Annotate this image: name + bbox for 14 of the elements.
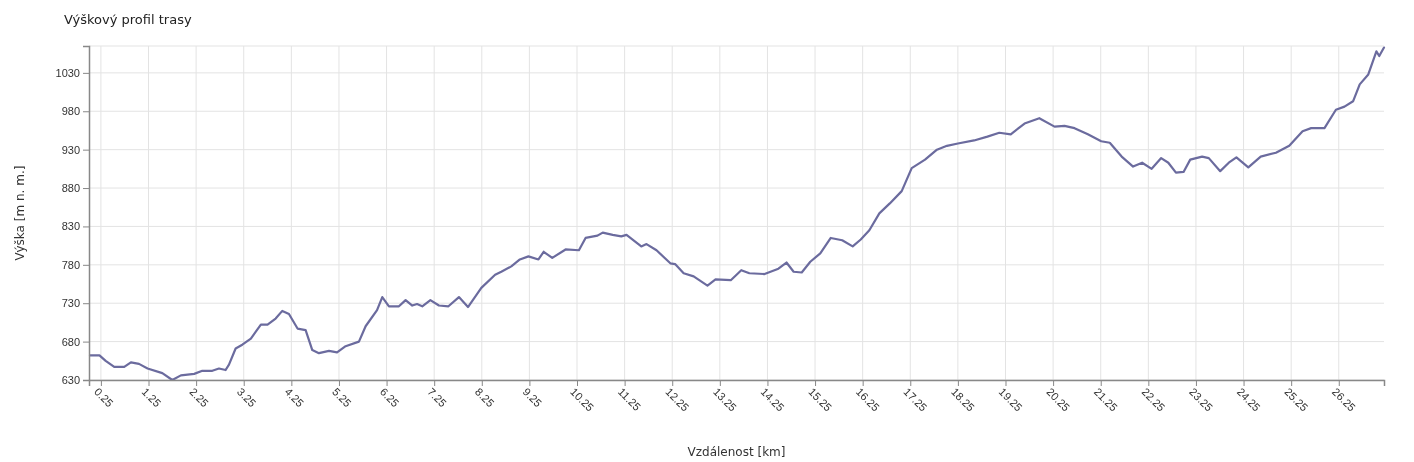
y-tick-label: 830	[61, 220, 80, 233]
y-tick-label: 880	[61, 182, 80, 195]
y-tick-label: 1030	[55, 66, 80, 79]
y-tick-label: 980	[61, 105, 80, 118]
y-tick-label: 680	[61, 335, 80, 348]
y-tick-label: 930	[61, 143, 80, 156]
chart-title: Výškový profil trasy	[64, 12, 192, 27]
y-tick-label: 780	[61, 258, 80, 271]
x-axis-title: Vzdálenost [km]	[687, 445, 786, 459]
x-tick-label: 4.25	[282, 385, 307, 410]
y-tick-label: 630	[61, 374, 80, 387]
line-series	[88, 46, 1386, 382]
y-tick-label: 730	[61, 297, 80, 310]
y-axis-title: Výška [m n. m.]	[13, 165, 27, 261]
